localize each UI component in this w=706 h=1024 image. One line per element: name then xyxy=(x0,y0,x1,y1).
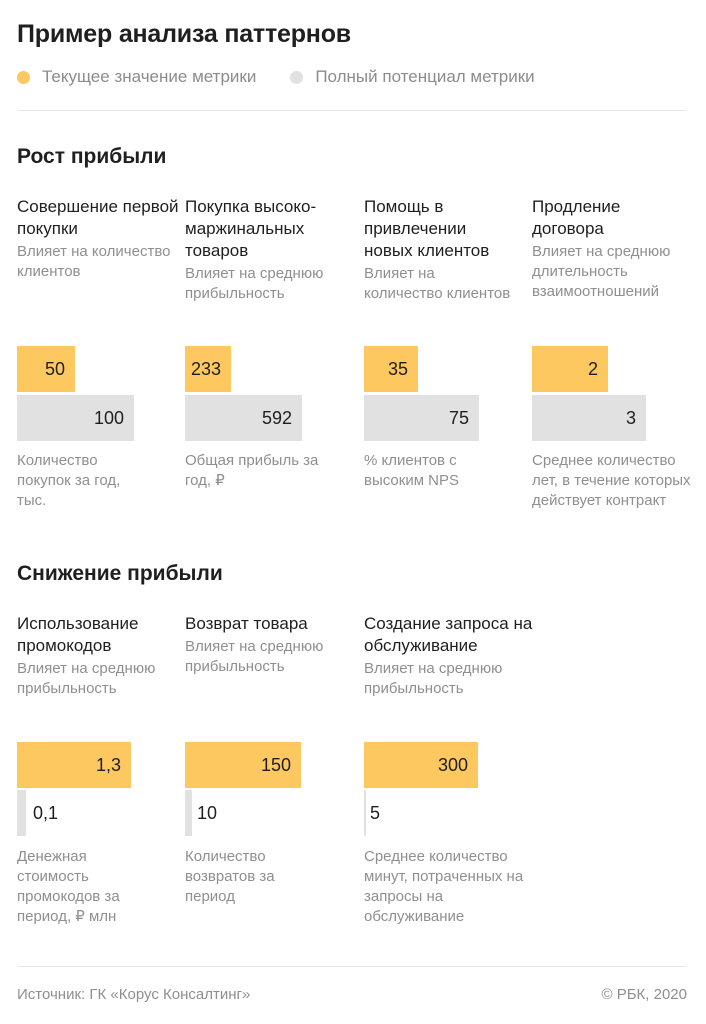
metric-block: Создание запроса на обслуживание Влияет … xyxy=(364,613,539,699)
metric-unit: Среднее количество лет, в течение которы… xyxy=(532,452,691,509)
bar-current: 300 xyxy=(364,742,478,788)
metric-block: Совершение первой покупки Влияет на коли… xyxy=(17,196,187,282)
bar-potential: 592 xyxy=(185,395,302,441)
metric-block: Покупка высоко-маржинальных товаров Влия… xyxy=(185,196,355,304)
legend-label-current: Текущее значение метрики xyxy=(42,67,257,86)
bar-value: 75 xyxy=(448,407,469,428)
bar-current: 35 xyxy=(364,346,418,392)
bar-value: 1,3 xyxy=(95,754,121,775)
bar-potential xyxy=(364,790,366,836)
bar-current: 2 xyxy=(532,346,608,392)
metric-unit: Общая прибыль за год, ₽ xyxy=(185,452,319,489)
metric-impact: Влияет на среднюю длительность взаимоотн… xyxy=(532,243,671,300)
metric-impact: Влияет на среднюю прибыльность xyxy=(185,265,324,302)
bar-value: 592 xyxy=(261,407,292,428)
bar-potential xyxy=(17,790,26,836)
legend-item-current: Текущее значение метрики xyxy=(17,67,256,87)
bar-value: 3 xyxy=(625,407,636,428)
bar-potential xyxy=(185,790,192,836)
bar-value: 5 xyxy=(370,802,381,823)
metric-title: Создание запроса на обслуживание xyxy=(364,614,533,655)
bar-value: 0,1 xyxy=(33,802,59,823)
source-note: Источник: ГК «Корус Консалтинг» xyxy=(17,986,251,1003)
metric-title: Использование промокодов xyxy=(17,614,139,655)
metric-unit: Денежная стоимость промокодов за период,… xyxy=(17,848,120,925)
divider-top xyxy=(17,110,687,111)
bar-potential: 3 xyxy=(532,395,646,441)
bar-value: 2 xyxy=(587,358,598,379)
legend-item-potential: Полный потенциал метрики xyxy=(290,67,535,87)
metric-title: Совершение первой покупки xyxy=(17,197,179,238)
bar-potential: 100 xyxy=(17,395,134,441)
metric-unit: % клиентов с высоким NPS xyxy=(364,452,460,489)
metric-title: Продление договора xyxy=(532,197,621,238)
divider-bottom xyxy=(17,966,687,967)
metric-impact: Влияет на среднюю прибыльность xyxy=(17,660,156,697)
bar-value: 150 xyxy=(260,754,291,775)
metric-unit: Количество покупок за год, тыс. xyxy=(17,452,121,509)
legend: Текущее значение метрики Полный потенциа… xyxy=(17,67,535,87)
metric-block: Продление договора Влияет на среднюю дли… xyxy=(532,196,692,302)
metric-title: Покупка высоко-маржинальных товаров xyxy=(185,197,317,260)
legend-label-potential: Полный потенциал метрики xyxy=(315,67,535,86)
bar-value: 233 xyxy=(190,358,221,379)
bar-potential: 75 xyxy=(364,395,479,441)
copyright: © РБК, 2020 xyxy=(601,986,687,1003)
metric-title: Помощь в привлечении новых клиентов xyxy=(364,197,490,260)
metric-impact: Влияет на среднюю прибыльность xyxy=(185,638,324,675)
bar-current: 1,3 xyxy=(17,742,131,788)
bar-current: 233 xyxy=(185,346,231,392)
bar-value: 35 xyxy=(387,358,408,379)
metric-impact: Влияет на среднюю прибыльность xyxy=(364,660,503,697)
chart-title: Пример анализа паттернов xyxy=(17,20,351,48)
bar-current: 150 xyxy=(185,742,301,788)
metric-impact: Влияет на количество клиентов xyxy=(364,265,511,302)
section-title-growth: Рост прибыли xyxy=(17,145,167,168)
metric-title: Возврат товара xyxy=(185,614,308,633)
legend-dot-current xyxy=(17,70,30,84)
metric-unit: Среднее количество минут, потраченных на… xyxy=(364,848,524,925)
metric-block: Использование промокодов Влияет на средн… xyxy=(17,613,187,699)
legend-dot-potential xyxy=(290,70,304,84)
bar-value: 10 xyxy=(197,802,218,823)
metric-impact: Влияет на количество клиентов xyxy=(17,243,171,280)
metric-block: Помощь в привлечении новых клиентов Влия… xyxy=(364,196,514,304)
bar-value: 50 xyxy=(44,358,65,379)
metric-unit: Количество возвратов за период xyxy=(185,848,275,905)
metric-block: Возврат товара Влияет на среднюю прибыль… xyxy=(185,613,355,677)
bar-current: 50 xyxy=(17,346,75,392)
bar-value: 300 xyxy=(437,754,468,775)
section-title-decline: Снижение прибыли xyxy=(17,562,223,585)
bar-value: 100 xyxy=(93,407,124,428)
